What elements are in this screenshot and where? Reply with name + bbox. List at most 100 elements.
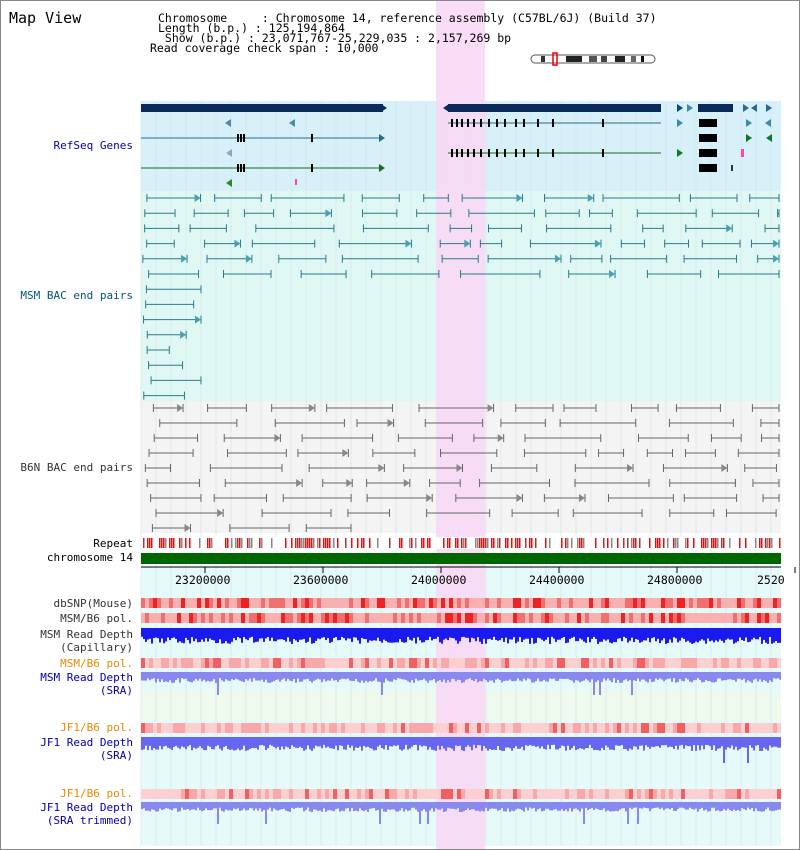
jf1-trim-depth-bar [667, 802, 669, 809]
msm-capillary-depth-bar [473, 628, 475, 639]
jf1-trim-pol-cell [205, 789, 209, 799]
msm-pol-cell [321, 613, 325, 623]
jf1-pol-cell [297, 723, 301, 733]
jf1-trim-depth-bar [737, 802, 739, 811]
msm-sra-depth-bar [689, 672, 691, 682]
jf1-pol-cell [225, 723, 229, 733]
jf1-trim-depth-bar [755, 802, 757, 809]
jf1-depth-bar [291, 737, 293, 746]
msm-sra-depth-bar [391, 672, 393, 682]
exon [602, 119, 604, 127]
jf1-trim-pol-cell [481, 789, 485, 799]
msm-pol-cell [585, 613, 589, 623]
msm-pol-sra-label[interactable]: MSM/B6 pol. [60, 657, 133, 670]
msm-pol-cell [745, 613, 749, 623]
repeat-element [147, 538, 149, 548]
msm-bac-track-label[interactable]: MSM BAC end pairs [20, 289, 133, 302]
jf1-trim-pol-cell [729, 789, 733, 799]
jf1-depth-bar [361, 737, 363, 751]
exon [461, 149, 463, 157]
msm-pol-cell [509, 613, 513, 623]
dbsnp-cell [365, 598, 369, 608]
msm-pol-track-label[interactable]: MSM/B6 pol. [60, 612, 133, 625]
jf1-depth-bar [171, 737, 173, 750]
msm-sra-pol-cell [701, 658, 705, 668]
exon [602, 149, 604, 157]
chromosome-track-label[interactable]: chromosome 14 [46, 551, 133, 564]
msm-sra-depth-bar [195, 672, 197, 679]
msm-sra-depth-bar [751, 672, 753, 683]
jf1-depth-bar [649, 737, 651, 749]
dbsnp-cell [525, 598, 529, 608]
jf1-pol-label[interactable]: JF1/B6 pol. [60, 721, 133, 734]
jf1-pol-cell [201, 723, 205, 733]
jf1-trim-depth-bar [333, 802, 335, 812]
jf1-depth-bar [381, 737, 383, 748]
repeat-track-label[interactable]: Repeat [93, 537, 133, 550]
jf1-trim-pol-cell [397, 789, 401, 799]
jf1-trim-pol-cell [393, 789, 397, 799]
jf1-depth-trimmed-label[interactable]: JF1 Read Depth [40, 801, 133, 814]
msm-depth-capillary-label[interactable]: MSM Read Depth [40, 628, 133, 641]
msm-capillary-depth-bar [743, 628, 745, 641]
jf1-depth-bar [473, 737, 475, 745]
strand-arrow [677, 119, 683, 127]
msm-sra-pol-cell [157, 658, 161, 668]
msm-sra-pol-cell [217, 658, 221, 668]
dbsnp-cell [297, 598, 301, 608]
jf1-trim-depth-bar [177, 802, 179, 812]
jf1-trim-depth-bar [145, 802, 147, 811]
jf1-trim-depth-bar [275, 802, 277, 810]
jf1-trim-depth-bar [287, 802, 289, 812]
msm-sra-pol-cell [769, 658, 773, 668]
msm-depth-sra-label[interactable]: MSM Read Depth [40, 671, 133, 684]
msm-sra-depth-bar [497, 672, 499, 679]
dbsnp-track-label[interactable]: dbSNP(Mouse) [53, 597, 133, 610]
msm-capillary-depth-bar [607, 628, 609, 640]
jf1-trim-depth-bar [225, 802, 227, 810]
jf1-trim-depth-bar [497, 802, 499, 811]
msm-pol-cell [549, 613, 553, 623]
jf1-pol-cell [737, 723, 741, 733]
dbsnp-cell [181, 598, 185, 608]
jf1-depth-bar [245, 737, 247, 751]
jf1-depth-bar [587, 737, 589, 749]
msm-capillary-depth-bar [165, 628, 167, 642]
repeat-element [705, 538, 707, 548]
jf1-pol-cell [773, 723, 777, 733]
msm-capillary-depth-bar [715, 628, 717, 641]
jf1-trim-pol-cell [757, 789, 761, 799]
dbsnp-cell [445, 598, 449, 608]
msm-sra-depth-bar [425, 672, 427, 681]
jf1-depth-bar [173, 737, 175, 747]
repeat-element [357, 538, 359, 548]
msm-capillary-depth-bar [291, 628, 293, 644]
msm-capillary-depth-bar [313, 628, 315, 644]
jf1-depth-label[interactable]: JF1 Read Depth [40, 736, 133, 749]
jf1-depth-bar [167, 737, 169, 748]
jf1-trim-depth-bar [643, 802, 645, 808]
jf1-trim-depth-bar [293, 802, 295, 809]
jf1-trim-depth-bar [167, 802, 169, 809]
exon [240, 164, 242, 172]
msm-capillary-depth-bar [643, 628, 645, 641]
msm-capillary-depth-bar [563, 628, 565, 638]
msm-sra-depth-bar [593, 672, 595, 695]
msm-sra-depth-bar [761, 672, 763, 682]
repeat-element [779, 538, 781, 548]
b6n-bac-track-label[interactable]: B6N BAC end pairs [20, 461, 133, 474]
msm-sra-depth-bar [767, 672, 769, 683]
repeat-element [309, 538, 311, 548]
jf1-pol-trimmed-label[interactable]: JF1/B6 pol. [60, 787, 133, 800]
jf1-depth-bar [321, 737, 323, 749]
jf1-pol-cell [257, 723, 261, 733]
msm-sra-pol-cell [341, 658, 345, 668]
exon [237, 134, 239, 142]
jf1-trim-pol-cell [745, 789, 749, 799]
msm-sra-depth-bar [261, 672, 263, 680]
refseq-track-label[interactable]: RefSeq Genes [53, 139, 133, 152]
msm-sra-depth-bar [209, 672, 211, 682]
msm-pol-cell [385, 613, 389, 623]
msm-sra-depth-bar [685, 672, 687, 679]
